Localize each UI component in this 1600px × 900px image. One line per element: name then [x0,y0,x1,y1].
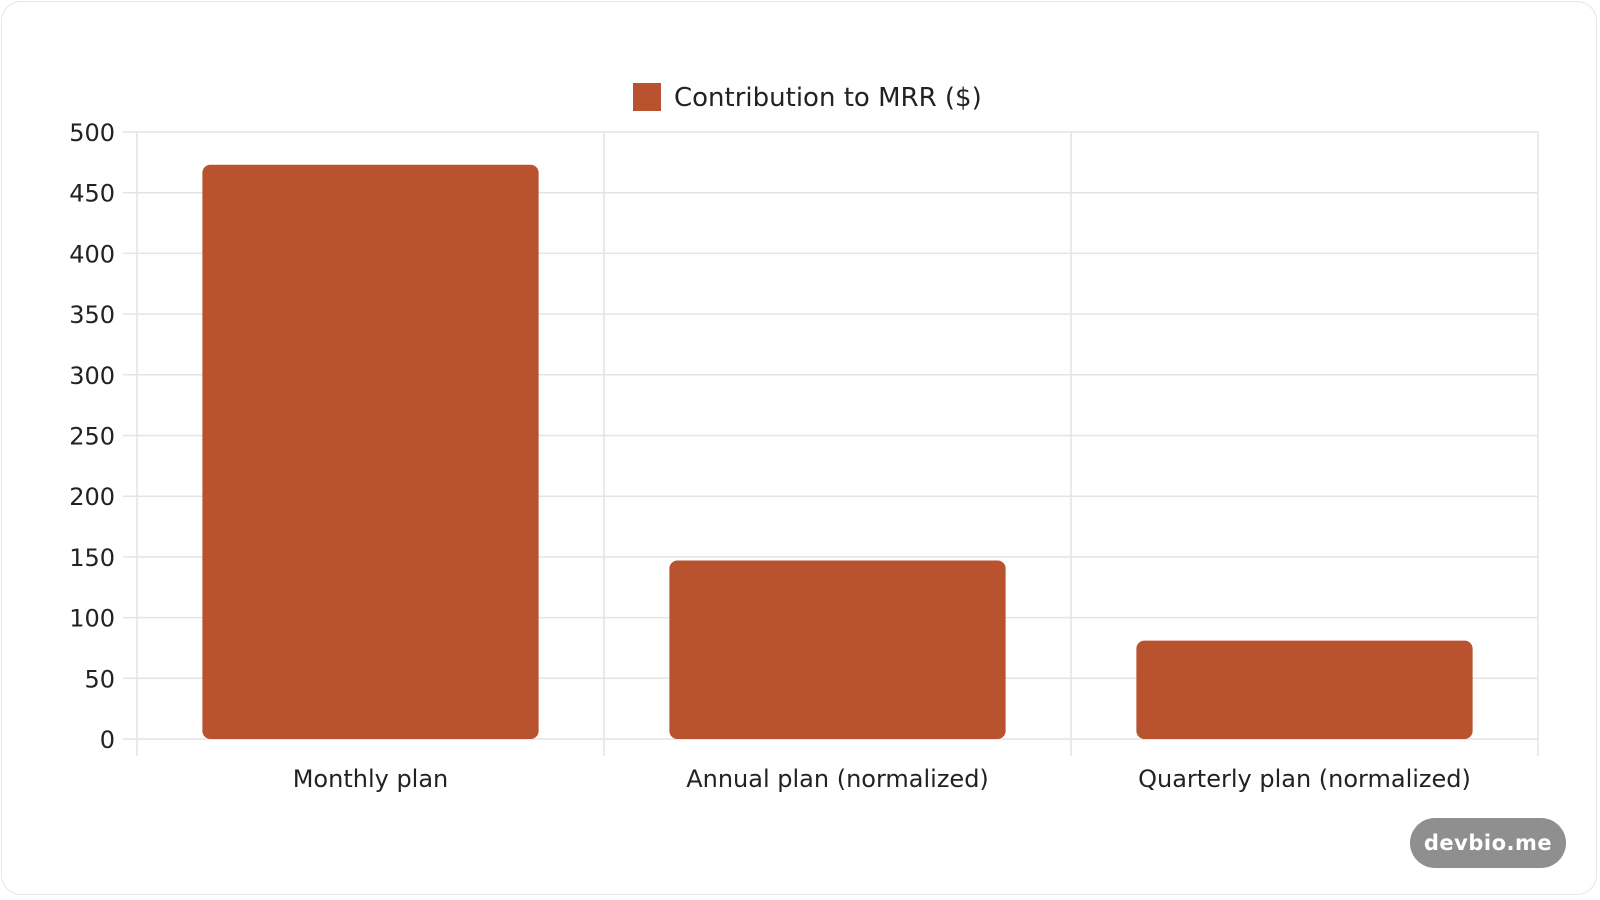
bars [202,164,1473,739]
bar[interactable] [1136,640,1473,739]
y-tick-label: 250 [69,423,115,451]
watermark-badge[interactable]: devbio.me [1410,818,1566,868]
y-tick-label: 150 [69,544,115,572]
x-tick-label: Quarterly plan (normalized) [1138,765,1471,793]
legend-swatch [633,83,661,111]
legend[interactable]: Contribution to MRR ($) [633,83,982,113]
y-tick-label: 400 [69,240,115,268]
y-tick-label: 500 [69,119,115,147]
bar[interactable] [202,164,539,739]
y-tick-label: 350 [69,301,115,329]
y-tick-label: 50 [84,665,115,693]
x-tick-label: Monthly plan [293,765,449,793]
x-tick-label: Annual plan (normalized) [686,765,989,793]
bar[interactable] [669,560,1006,739]
legend-label: Contribution to MRR ($) [674,83,982,113]
y-tick-label: 0 [100,726,115,754]
y-tick-label: 100 [69,605,115,633]
y-tick-label: 300 [69,362,115,390]
y-tick-label: 200 [69,483,115,511]
x-axis-ticks: Monthly plan Annual plan (normalized) Quar… [293,765,1471,793]
y-tick-label: 450 [69,180,115,208]
